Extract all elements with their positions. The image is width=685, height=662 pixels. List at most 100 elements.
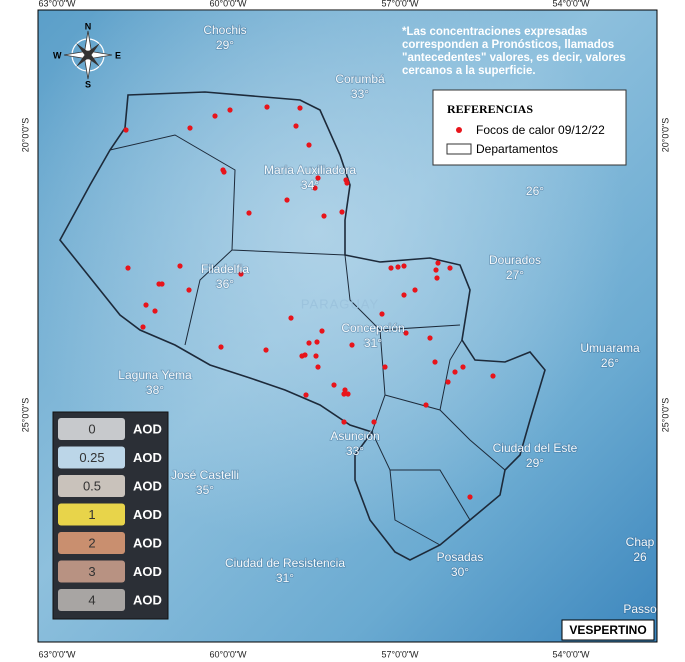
city-temp: 26°: [601, 356, 619, 370]
aod-swatch: [58, 418, 125, 440]
fire-point: [143, 302, 149, 308]
fire-point: [177, 263, 183, 269]
fire-point: [313, 353, 319, 359]
city-temp: 33°: [351, 87, 369, 101]
city-temp: 26°: [526, 184, 544, 198]
fire-point: [447, 265, 453, 271]
city-name: Dourados: [489, 253, 541, 267]
period-label: VESPERTINO: [569, 623, 646, 637]
fire-point: [341, 419, 347, 425]
coord-bottom: 57°0'0"W: [381, 649, 419, 659]
city-temp: 38°: [146, 383, 164, 397]
note-line: "antecedentes" valores, es decir, valore…: [402, 52, 626, 64]
country-outline: [59, 91, 546, 561]
fire-point: [382, 364, 388, 370]
coord-left: 25°0'0"S: [20, 398, 30, 433]
fire-point: [319, 328, 325, 334]
aod-unit: AOD: [133, 507, 162, 522]
note: *Las concentraciones expresadas correspo…: [402, 26, 626, 77]
coord-right: 20°0'0"S: [660, 118, 670, 153]
country-label: PARAGUAY: [301, 296, 379, 311]
city-temp: 31°: [276, 571, 294, 585]
aod-swatch: [58, 560, 125, 583]
fire-point: [423, 402, 429, 408]
city-name: Asunción: [330, 429, 379, 443]
fire-point: [293, 123, 299, 129]
fire-point: [306, 340, 312, 346]
fire-point: [452, 369, 458, 375]
department-line: [344, 254, 461, 331]
fire-point: [427, 335, 433, 341]
fire-point: [339, 209, 345, 215]
city-name: Ciudad del Este: [493, 441, 578, 455]
fire-point: [288, 315, 294, 321]
fire-point: [187, 125, 193, 131]
fire-point: [434, 275, 440, 281]
fire-point: [467, 494, 473, 500]
legend-fires: Focos de calor 09/12/22: [476, 123, 605, 137]
aod-unit: AOD: [133, 478, 162, 493]
compass-w: W: [53, 50, 62, 60]
fire-point: [218, 344, 224, 350]
fire-point: [460, 364, 466, 370]
legend-departments: Departamentos: [476, 142, 558, 156]
city-temp: 35°: [196, 483, 214, 497]
fire-point: [312, 185, 318, 191]
fire-point: [401, 263, 407, 269]
department-line: [184, 249, 233, 346]
fire-point: [159, 281, 165, 287]
aod-swatch: [58, 589, 125, 611]
fire-point: [314, 339, 320, 345]
department-lines: [109, 134, 506, 546]
fire-point: [227, 107, 233, 113]
fire-point: [435, 260, 441, 266]
fire-point: [140, 324, 146, 330]
compass-n: N: [85, 21, 92, 31]
department-line: [384, 394, 506, 471]
fire-point: [395, 264, 401, 270]
coord-bottom: 54°0'0"W: [552, 649, 590, 659]
department-line: [439, 339, 463, 411]
fire-point: [306, 142, 312, 148]
aod-unit: AOD: [133, 421, 162, 436]
fire-point: [331, 382, 337, 388]
fire-point: [433, 267, 439, 273]
city-name: Ciudad de Resistencia: [225, 556, 345, 570]
fire-point: [246, 210, 252, 216]
city-name: Passo: [623, 602, 657, 616]
legend: REFERENCIAS Focos de calor 09/12/22 Depa…: [432, 89, 627, 166]
fire-points: [123, 104, 496, 500]
aod-value: 0.25: [79, 450, 104, 465]
city-name: Laguna Yema: [118, 368, 192, 382]
note-line: corresponden a Pronósticos, llamados: [402, 39, 614, 51]
fire-point: [264, 104, 270, 110]
city-name: Maria Auxiliadora: [264, 163, 356, 177]
fire-point: [379, 311, 385, 317]
compass-e: E: [115, 50, 121, 60]
city-name: José Castelli: [171, 468, 239, 482]
fire-point: [186, 287, 192, 293]
aod-value: 3: [88, 564, 95, 579]
fire-point: [490, 373, 496, 379]
fire-point: [321, 213, 327, 219]
aod-value: 0.5: [83, 478, 101, 493]
fire-point: [342, 387, 348, 393]
compass-rose: N S E W: [53, 21, 121, 89]
city-name: Concepción: [341, 321, 404, 335]
coordinate-labels: 63°0'0"W 63°0'0"W 60°0'0"W 60°0'0"W 57°0'0"W…: [20, 0, 670, 659]
fire-point: [303, 392, 309, 398]
note-line: cercanos a la superficie.: [402, 65, 536, 77]
city-temp: 30°: [451, 565, 469, 579]
coord-top: 57°0'0"W: [381, 0, 419, 8]
aod-value: 0: [88, 421, 95, 436]
compass-s: S: [85, 79, 91, 89]
city-name: Chap: [626, 535, 655, 549]
fire-point: [125, 265, 131, 271]
fire-point: [297, 105, 303, 111]
fire-point: [315, 364, 321, 370]
fire-point: [349, 342, 355, 348]
fire-point: [299, 353, 305, 359]
aod-value: 4: [88, 592, 95, 607]
